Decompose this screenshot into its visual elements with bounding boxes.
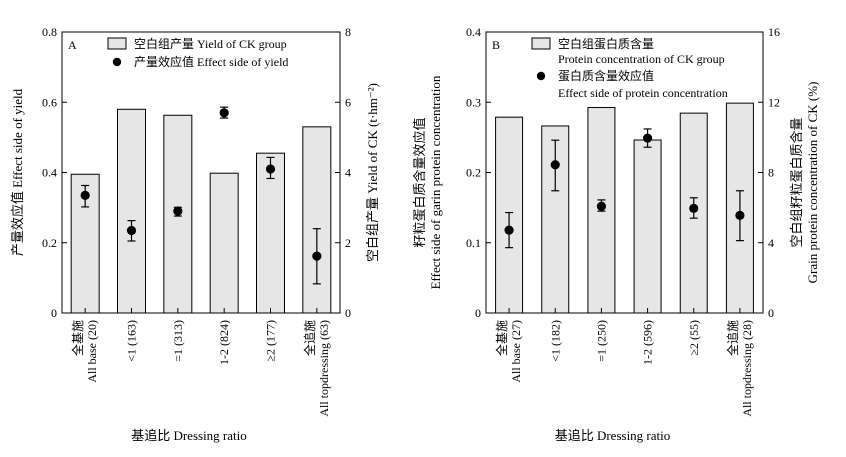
x-tick-label: <1 (163) xyxy=(125,320,139,362)
x-tick-label-line1: 全追施 xyxy=(302,320,317,356)
panel-label: A xyxy=(68,38,77,52)
y-right-tick-label: 4 xyxy=(768,236,774,250)
plot-frame xyxy=(61,31,341,314)
y-right-axis-title: Grain protein concentration of CK (%) xyxy=(805,82,820,284)
x-axis-title: 基追比 Dressing ratio xyxy=(555,428,671,443)
y-right-axis-title: 空白组产量 Yield of CK (t·hm⁻²) xyxy=(365,83,380,262)
y-left-tick-label: 0.8 xyxy=(42,25,57,39)
y-left-tick-label: 0 xyxy=(475,306,481,320)
y-right-tick-label: 6 xyxy=(345,95,351,109)
legend-bar-swatch xyxy=(107,37,127,50)
panel-a: 0 0.2 0.4 0.6 0.8 0 2 4 6 8 全基施 All base (20) <1 (16… xyxy=(10,25,380,443)
panel-label: B xyxy=(492,38,500,52)
legend-point-swatch xyxy=(112,57,122,67)
data-point xyxy=(504,225,514,235)
bar xyxy=(209,172,239,314)
data-point xyxy=(265,164,276,174)
bar xyxy=(117,108,146,314)
data-point xyxy=(126,225,137,236)
x-tick-label-line1: 全基施 xyxy=(70,320,85,356)
y-left-tick-label: 0.6 xyxy=(42,95,57,109)
y-left-tick-label: 0 xyxy=(51,306,57,320)
data-point xyxy=(219,108,229,118)
y-right-tick-label: 4 xyxy=(345,166,351,180)
x-tick-label: <1 (182) xyxy=(548,320,562,362)
y-left-tick-label: 0.4 xyxy=(42,166,57,180)
legend-point-label: 产量效应值 Effect side of yield xyxy=(134,54,288,69)
data-point xyxy=(642,133,653,143)
legend-bar-label: 空白组产量 Yield of CK group xyxy=(134,36,287,51)
legend-point-label: Effect side of protein concentration xyxy=(558,86,728,100)
y-left-axis-title: Effect side of garin protein concentrati… xyxy=(428,75,443,289)
legend-bar-swatch xyxy=(531,37,551,50)
panel-b: 0 0.1 0.2 0.3 0.4 0 4 8 12 16 全基施 All base (27) <1 (… xyxy=(412,25,820,443)
y-left-tick-label: 0.3 xyxy=(466,95,481,109)
bar xyxy=(633,139,662,314)
y-right-tick-label: 16 xyxy=(768,25,780,39)
y-right-tick-label: 12 xyxy=(768,95,780,109)
bar xyxy=(302,126,332,314)
y-right-tick-label: 8 xyxy=(768,166,774,180)
x-tick-label: All topdressing (63) xyxy=(317,320,331,417)
x-tick-label: All base (20) xyxy=(85,320,99,383)
y-left-tick-label: 0.2 xyxy=(42,236,57,250)
data-point xyxy=(550,160,560,170)
y-right-axis-title: 空白组籽粒蛋白质含量 xyxy=(789,117,804,247)
x-axis-title: 基追比 Dressing ratio xyxy=(131,428,247,443)
y-left-tick-label: 0.1 xyxy=(466,236,481,250)
legend-point-swatch xyxy=(536,71,546,81)
x-tick-label: 1-2 (596) xyxy=(641,320,655,365)
x-tick-label: =1 (250) xyxy=(594,320,608,362)
data-point xyxy=(689,203,699,213)
y-right-tick-label: 0 xyxy=(768,306,774,320)
x-tick-label: All base (27) xyxy=(509,320,523,383)
x-tick-label: ≥2 (177) xyxy=(264,320,278,362)
data-point xyxy=(173,206,183,216)
y-right-tick-label: 8 xyxy=(345,25,351,39)
bar xyxy=(256,152,285,314)
legend-bar-label: Protein concentration of CK group xyxy=(558,52,725,66)
legend-point-label: 蛋白质含量效应值 xyxy=(558,68,654,83)
y-left-tick-label: 0.4 xyxy=(466,25,481,39)
x-tick-label-line1: 全基施 xyxy=(494,320,509,356)
x-tick-label: 1-2 (824) xyxy=(217,320,231,365)
legend-bar-label: 空白组蛋白质含量 xyxy=(558,36,654,51)
x-tick-label: All topdressing (28) xyxy=(740,320,754,417)
x-tick-label-line1: 全追施 xyxy=(725,320,740,356)
data-point xyxy=(596,201,607,211)
y-left-axis-title: 产量效应值 Effect side of yield xyxy=(10,88,25,256)
x-tick-label: =1 (313) xyxy=(171,320,185,362)
y-left-axis-title: 籽粒蛋白质含量效应值 xyxy=(412,117,427,247)
data-point xyxy=(80,190,90,200)
y-right-tick-label: 0 xyxy=(345,306,351,320)
data-point xyxy=(735,210,745,220)
x-tick-label: ≥2 (55) xyxy=(687,320,701,356)
y-right-tick-label: 2 xyxy=(345,236,351,250)
bar xyxy=(725,102,754,314)
data-point xyxy=(312,251,322,261)
y-left-tick-label: 0.2 xyxy=(466,166,481,180)
